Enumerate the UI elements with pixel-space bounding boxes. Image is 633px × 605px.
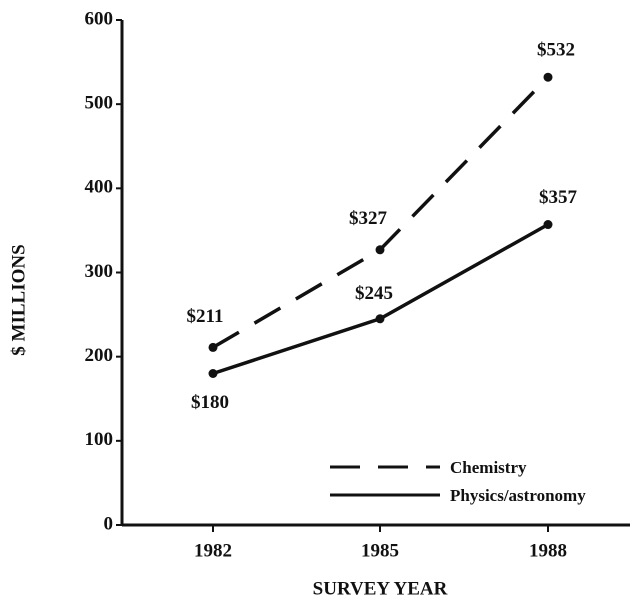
y-tick-label: 200 [85, 345, 114, 366]
x-axis-label: SURVEY YEAR [313, 578, 448, 599]
data-label: $327 [349, 208, 388, 229]
y-tick-label: 100 [85, 429, 114, 450]
point [375, 245, 385, 255]
data-label: $357 [539, 187, 578, 208]
data-label: $532 [537, 40, 575, 61]
legend-label: Chemistry [450, 458, 527, 477]
data-label: $211 [187, 306, 224, 327]
y-tick-label: 0 [104, 513, 114, 534]
y-tick-label: 500 [85, 93, 114, 114]
y-tick-label: 400 [85, 177, 114, 198]
point [208, 369, 218, 378]
x-tick-label: 1985 [361, 540, 399, 561]
data-label: $245 [355, 283, 393, 304]
y-axis-label: $ MILLIONS [8, 244, 29, 355]
point [543, 220, 553, 230]
x-tick-label: 1982 [194, 540, 232, 561]
point [208, 342, 218, 352]
point [375, 314, 385, 324]
y-tick-label: 600 [85, 8, 114, 29]
x-tick-label: 1988 [529, 540, 567, 561]
data-label: $180 [191, 392, 229, 413]
legend-label: Physics/astronomy [450, 486, 586, 505]
point [543, 72, 553, 82]
y-tick-label: 300 [85, 261, 114, 282]
